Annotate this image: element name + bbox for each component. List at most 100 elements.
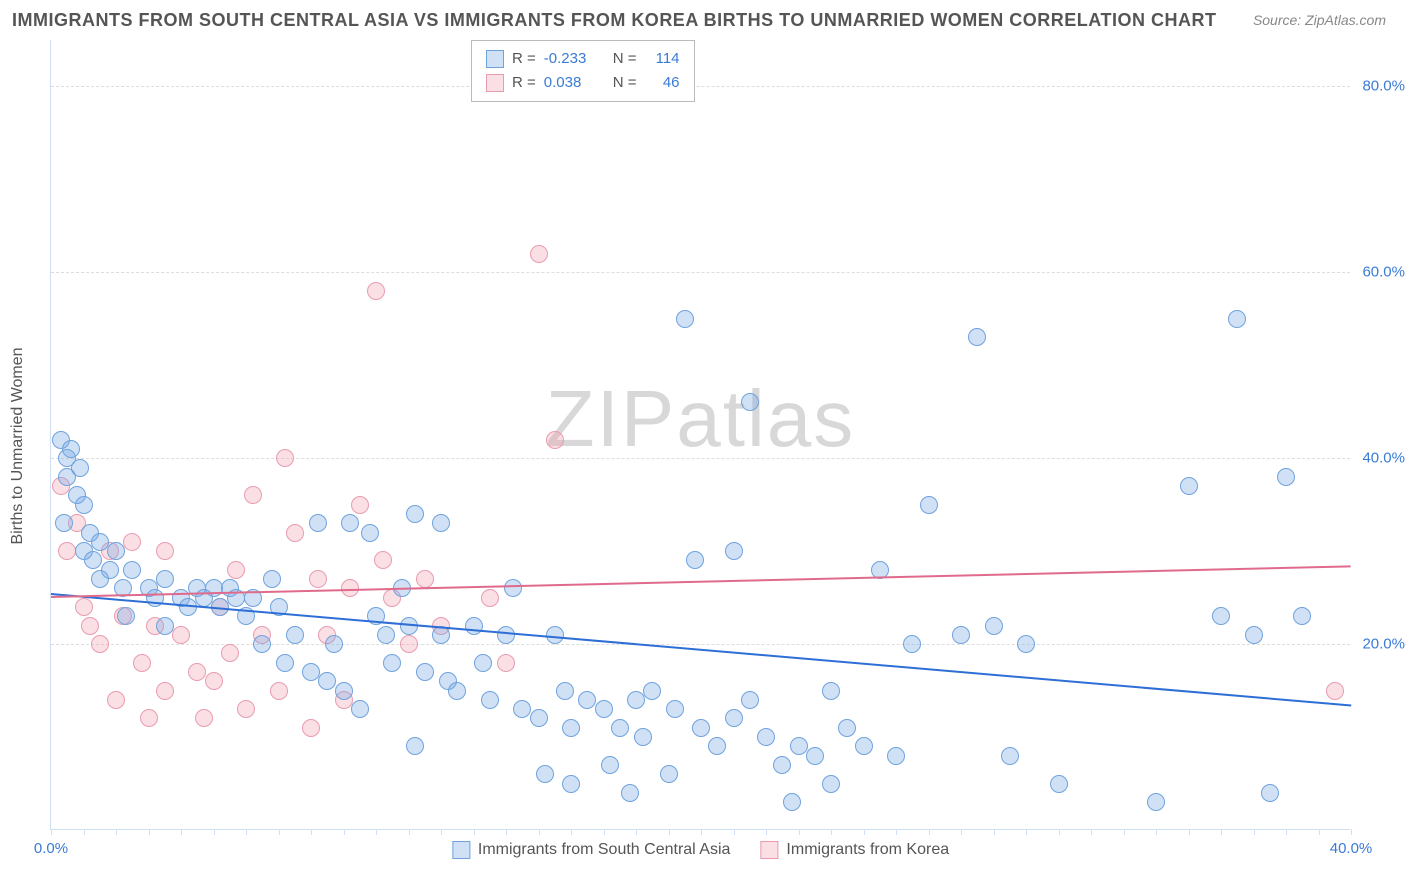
data-point (530, 709, 548, 727)
data-point (741, 393, 759, 411)
x-tick (51, 829, 52, 835)
data-point (497, 654, 515, 672)
x-tick (571, 829, 572, 835)
x-tick-label: 40.0% (1330, 840, 1373, 857)
trend-line (51, 565, 1351, 598)
watermark: ZIPatlas (546, 373, 855, 465)
x-tick (604, 829, 605, 835)
data-point (504, 579, 522, 597)
data-point (1261, 784, 1279, 802)
gridline (51, 272, 1350, 273)
stats-legend-row: R =0.038N =46 (486, 71, 680, 95)
data-point (556, 682, 574, 700)
data-point (822, 682, 840, 700)
data-point (253, 635, 271, 653)
x-tick (961, 829, 962, 835)
x-tick (214, 829, 215, 835)
data-point (578, 691, 596, 709)
data-point (601, 756, 619, 774)
data-point (968, 328, 986, 346)
data-point (1228, 310, 1246, 328)
trend-line (51, 593, 1351, 707)
data-point (448, 682, 466, 700)
data-point (237, 700, 255, 718)
data-point (562, 719, 580, 737)
data-point (708, 737, 726, 755)
x-tick (1026, 829, 1027, 835)
data-point (474, 654, 492, 672)
data-point (123, 533, 141, 551)
x-tick (84, 829, 85, 835)
data-point (692, 719, 710, 737)
data-point (361, 524, 379, 542)
data-point (1001, 747, 1019, 765)
data-point (1147, 793, 1165, 811)
data-point (377, 626, 395, 644)
data-point (1293, 607, 1311, 625)
data-point (244, 486, 262, 504)
data-point (270, 682, 288, 700)
data-point (643, 682, 661, 700)
data-point (302, 663, 320, 681)
data-point (341, 514, 359, 532)
source-label: Source: ZipAtlas.com (1253, 12, 1386, 28)
data-point (383, 654, 401, 672)
watermark-zip: ZIP (546, 374, 676, 463)
legend-label: Immigrants from Korea (786, 841, 949, 859)
n-value: 46 (645, 71, 680, 95)
data-point (887, 747, 905, 765)
data-point (790, 737, 808, 755)
data-point (62, 440, 80, 458)
data-point (546, 431, 564, 449)
data-point (188, 663, 206, 681)
stats-legend: R =-0.233N =114R =0.038N =46 (471, 40, 695, 102)
chart-title: IMMIGRANTS FROM SOUTH CENTRAL ASIA VS IM… (12, 10, 1216, 31)
data-point (351, 496, 369, 514)
x-tick (539, 829, 540, 835)
data-point (432, 514, 450, 532)
data-point (117, 607, 135, 625)
plot-area: ZIPatlas 20.0%40.0%60.0%80.0%0.0%40.0%R … (50, 40, 1350, 830)
x-tick (311, 829, 312, 835)
data-point (1245, 626, 1263, 644)
data-point (123, 561, 141, 579)
data-point (621, 784, 639, 802)
data-point (71, 459, 89, 477)
watermark-atlas: atlas (676, 374, 855, 463)
x-tick (896, 829, 897, 835)
data-point (757, 728, 775, 746)
data-point (783, 793, 801, 811)
gridline (51, 458, 1350, 459)
x-tick (1319, 829, 1320, 835)
data-point (91, 533, 109, 551)
x-tick (506, 829, 507, 835)
data-point (302, 719, 320, 737)
data-point (325, 635, 343, 653)
x-tick (1254, 829, 1255, 835)
data-point (221, 644, 239, 662)
x-tick (1059, 829, 1060, 835)
x-tick (1286, 829, 1287, 835)
data-point (55, 514, 73, 532)
data-point (400, 635, 418, 653)
x-tick (669, 829, 670, 835)
data-point (725, 542, 743, 560)
r-label: R = (512, 47, 536, 71)
x-tick (864, 829, 865, 835)
n-value: 114 (645, 47, 680, 71)
data-point (75, 496, 93, 514)
r-label: R = (512, 71, 536, 95)
data-point (91, 635, 109, 653)
data-point (84, 551, 102, 569)
x-tick (799, 829, 800, 835)
data-point (920, 496, 938, 514)
data-point (133, 654, 151, 672)
legend-item: Immigrants from South Central Asia (452, 841, 731, 859)
x-tick (1351, 829, 1352, 835)
data-point (666, 700, 684, 718)
data-point (1277, 468, 1295, 486)
data-point (416, 570, 434, 588)
legend-swatch (760, 841, 778, 859)
data-point (276, 654, 294, 672)
x-tick (246, 829, 247, 835)
